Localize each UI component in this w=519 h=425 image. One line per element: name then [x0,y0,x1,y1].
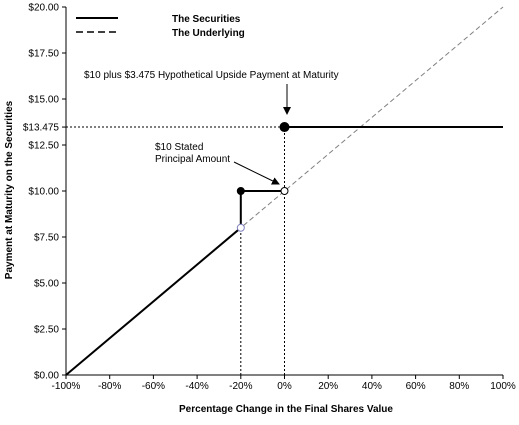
y-tick-label: $7.50 [34,233,59,244]
x-tick-label: -40% [185,381,208,392]
series-layer [65,6,504,376]
y-tick-label: $5.00 [34,279,59,290]
data-point-marker [279,122,290,133]
x-tick-label: 100% [490,381,516,392]
y-tick-label: $10.00 [28,187,59,198]
y-tick-label: $20.00 [28,3,59,14]
y-tick-label: $2.50 [34,325,59,336]
y-axis-ticks: $0.00 $2.50 $5.00 $7.50 $10.00 $12.50 $13.475 $… [23,3,66,382]
annotation-principal-line2: Principal Amount [155,154,230,165]
annotations: $10 plus $3.475 Hypothetical Upside Paym… [84,70,339,185]
data-point-marker [236,187,245,195]
legend-label-underlying: The Underlying [172,28,245,39]
x-tick-label: 20% [318,381,338,392]
y-tick-label: $12.50 [28,141,59,152]
x-tick-label: 80% [449,381,469,392]
legend: The Securities The Underlying [76,14,245,39]
y-tick-label: $13.475 [23,123,60,134]
x-axis-ticks: -100% -80% -60% -40% -20% 0% 20% 40% 60% 80% 100% [52,375,516,392]
y-tick-label: $0.00 [34,371,59,382]
x-tick-label: 60% [406,381,426,392]
annotation-upside-payment: $10 plus $3.475 Hypothetical Upside Paym… [84,70,339,81]
y-tick-label: $17.50 [28,49,59,60]
y-axis-title: Payment at Maturity on the Securities [4,100,15,279]
x-tick-label: -60% [142,381,165,392]
x-tick-label: 40% [362,381,382,392]
x-tick-label: -100% [52,381,81,392]
x-tick-label: 0% [277,381,292,392]
data-point-marker [280,187,289,195]
data-point-marker [236,223,245,232]
series-the-securities-segment [65,227,242,376]
annotation-principal-arrow [233,161,280,185]
legend-label-securities: The Securities [172,14,241,25]
x-tick-label: -20% [229,381,252,392]
x-axis-title: Percentage Change in the Final Shares Va… [179,404,393,415]
y-tick-label: $15.00 [28,95,59,106]
annotation-principal-line1: $10 Stated [155,142,203,153]
x-tick-label: -80% [98,381,121,392]
markers-layer [236,122,290,232]
series-the-underlying-segment [65,6,504,376]
